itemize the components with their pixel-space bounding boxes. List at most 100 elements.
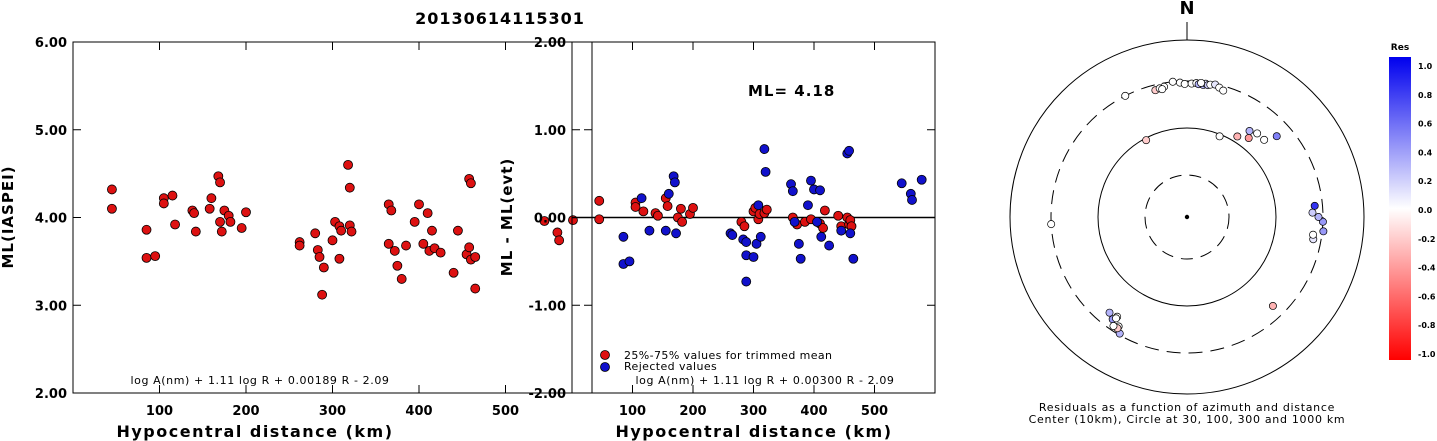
chart-1-ylabel: ML(IASPEI) (0, 165, 17, 268)
chart-1-point (688, 202, 698, 213)
chart-0-point (389, 245, 400, 256)
polar-point (1109, 322, 1118, 330)
chart-0-point (189, 208, 200, 219)
chart-0-point (343, 159, 353, 170)
chart-0-point (453, 225, 463, 236)
chart-1: 100 200 300 400 500 2.00 3.00 4.00 5.00 6.00 ML(I… (0, 36, 593, 441)
chart-1-point (741, 237, 752, 247)
polar-point (1158, 85, 1167, 94)
polar-point (1219, 86, 1228, 95)
polar-point (1309, 230, 1318, 239)
chart-0-point (167, 190, 178, 201)
chart-1-point (630, 202, 641, 212)
chart-1-point (789, 216, 800, 227)
chart-0-point (310, 228, 321, 239)
chart-1-xtick-label: 500 (861, 404, 888, 419)
polar-point (1308, 208, 1317, 217)
chart-1-point (677, 216, 688, 227)
chart-0-point (409, 216, 420, 227)
chart-1-ytick-label: -2.00 (529, 387, 566, 402)
legend-marker-trimmed (600, 350, 610, 360)
chart-0-xtick-label: 500 (492, 404, 519, 419)
chart-0-point (190, 226, 201, 237)
chart-2-annotation: ML= 4.18 (748, 82, 835, 100)
chart-0-point (204, 203, 215, 214)
polar-point (1215, 132, 1224, 141)
polar-point (1314, 213, 1323, 221)
colorbar: Res 1.0 0.8 0.6 0.4 0.2 0.0 -0.2 -0.4 -0.6 -0.8 -1… (1389, 43, 1436, 360)
chart-0-point (334, 253, 345, 264)
chart-1-formula: log A(nm) + 1.11 log R + 0.00189 R - 2.0… (130, 374, 389, 387)
chart-1-point (741, 276, 752, 287)
chart-0-point (422, 208, 433, 219)
chart-1-point (806, 175, 816, 186)
chart-1-point (636, 193, 647, 204)
polar-caption-2: Center (10km), Circle at 30, 100, 300 an… (1029, 413, 1346, 426)
polar-point (1168, 77, 1177, 86)
chart-2-formula: log A(nm) + 1.11 log R + 0.00300 R - 2.0… (635, 374, 894, 387)
chart-0-point (401, 240, 411, 251)
colorbar-gradient (1389, 57, 1411, 360)
chart-1-point (787, 186, 798, 197)
chart-0-point (107, 203, 117, 214)
chart-1-point (660, 225, 671, 236)
chart-1-point (669, 177, 680, 188)
chart-1-point (676, 203, 686, 214)
chart-1-point (618, 231, 629, 242)
chart-1-point (803, 200, 813, 211)
polar-point (1105, 308, 1114, 317)
chart-1-point (760, 166, 771, 177)
chart-1-point (836, 225, 847, 236)
chart-0-point (141, 224, 152, 235)
polar-caption-1: Residuals as a function of azimuth and d… (1039, 401, 1335, 414)
chart-1-point (594, 195, 605, 206)
chart-1-point (845, 228, 856, 239)
colorbar-tick-label: -0.8 (1418, 321, 1436, 330)
chart-0-point (465, 178, 476, 189)
chart-1-point (653, 210, 663, 221)
chart-1-ytick-label: 2.00 (534, 36, 566, 51)
polar-point (1268, 302, 1277, 310)
colorbar-tick-label: 0.4 (1418, 148, 1433, 157)
polar-point (1272, 132, 1281, 141)
chart-1-point (751, 238, 762, 249)
polar-point (1319, 227, 1328, 236)
polar-center (1184, 214, 1190, 220)
chart-0-ytick-label: 6.00 (35, 36, 67, 51)
chart-0-point (552, 227, 563, 238)
colorbar-tick-label: 0.6 (1418, 120, 1433, 129)
chart-1-point (662, 201, 673, 211)
chart-0-point (392, 260, 403, 271)
chart-0-point (236, 223, 247, 233)
north-label: N (1179, 0, 1194, 19)
chart-1-xtick-label: 200 (679, 404, 706, 419)
polar-ring-100km (1097, 127, 1277, 307)
polar-point (1310, 201, 1319, 210)
chart-0-point (383, 238, 394, 249)
colorbar-tick-label: -0.4 (1418, 264, 1436, 273)
chart-1-point (663, 188, 674, 199)
polar-point (1197, 78, 1206, 87)
legend-label-trimmed: 25%-75% values for trimmed mean (624, 349, 832, 362)
chart-0-point (470, 252, 481, 262)
chart-1-point (793, 238, 804, 249)
colorbar-tick-label: 1.0 (1418, 62, 1433, 71)
chart-1-ytick-label: -1.00 (529, 299, 566, 314)
chart-0-point (314, 252, 325, 262)
colorbar-tick-label: -1.0 (1418, 350, 1436, 359)
chart-1-point (844, 145, 854, 156)
colorbar-tick-label: -0.2 (1418, 235, 1436, 244)
chart-1-point (759, 144, 770, 154)
polar-point (1180, 80, 1189, 88)
chart-0-point (346, 226, 357, 237)
chart-1-point (916, 174, 927, 185)
chart-0-point (539, 216, 550, 226)
chart-1-ytick-label: 1.00 (534, 124, 566, 139)
legend-label-rejected: Rejected values (624, 360, 717, 373)
polar-point (1260, 135, 1269, 144)
chart-0-point (215, 177, 225, 188)
chart-0-point (141, 252, 152, 263)
chart-0-point (294, 240, 305, 251)
chart-0-point (317, 289, 328, 300)
chart-1-point (795, 253, 806, 264)
